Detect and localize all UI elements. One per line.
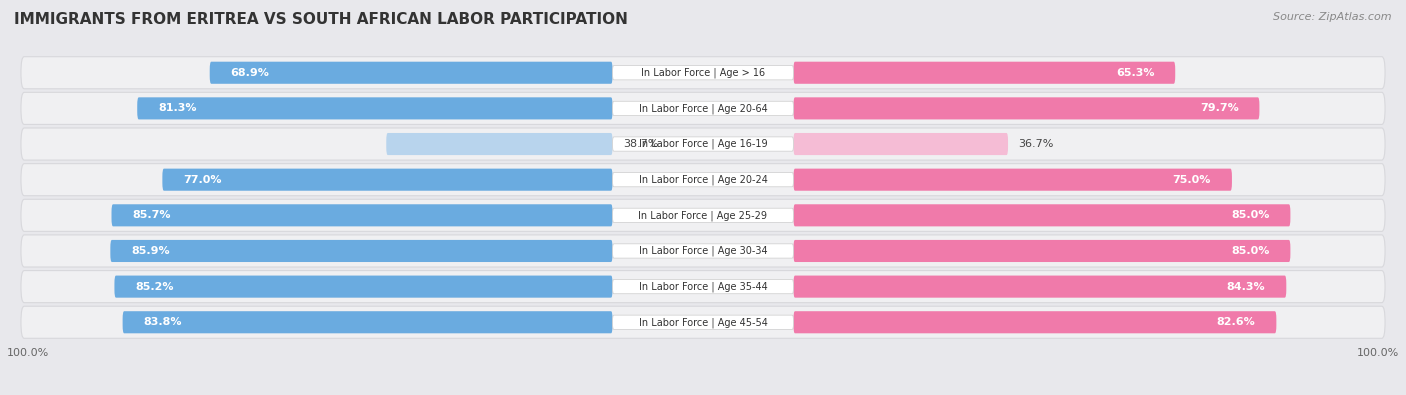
FancyBboxPatch shape (21, 57, 1385, 89)
Text: IMMIGRANTS FROM ERITREA VS SOUTH AFRICAN LABOR PARTICIPATION: IMMIGRANTS FROM ERITREA VS SOUTH AFRICAN… (14, 12, 628, 27)
FancyBboxPatch shape (793, 240, 1291, 262)
FancyBboxPatch shape (613, 208, 793, 222)
Text: In Labor Force | Age 20-24: In Labor Force | Age 20-24 (638, 175, 768, 185)
FancyBboxPatch shape (613, 101, 793, 115)
Text: 36.7%: 36.7% (1018, 139, 1054, 149)
Text: In Labor Force | Age 30-34: In Labor Force | Age 30-34 (638, 246, 768, 256)
FancyBboxPatch shape (613, 280, 793, 294)
Text: 84.3%: 84.3% (1227, 282, 1265, 292)
FancyBboxPatch shape (122, 311, 613, 333)
FancyBboxPatch shape (793, 97, 1260, 119)
Text: 75.0%: 75.0% (1173, 175, 1211, 185)
Text: In Labor Force | Age 20-64: In Labor Force | Age 20-64 (638, 103, 768, 114)
FancyBboxPatch shape (21, 128, 1385, 160)
Text: 68.9%: 68.9% (231, 68, 270, 78)
FancyBboxPatch shape (793, 204, 1291, 226)
Text: 79.7%: 79.7% (1199, 103, 1239, 113)
Text: 100.0%: 100.0% (1357, 348, 1399, 358)
FancyBboxPatch shape (613, 315, 793, 329)
FancyBboxPatch shape (162, 169, 613, 191)
FancyBboxPatch shape (21, 199, 1385, 231)
Text: 85.2%: 85.2% (135, 282, 174, 292)
FancyBboxPatch shape (793, 62, 1175, 84)
FancyBboxPatch shape (793, 169, 1232, 191)
FancyBboxPatch shape (613, 66, 793, 80)
Text: In Labor Force | Age 16-19: In Labor Force | Age 16-19 (638, 139, 768, 149)
FancyBboxPatch shape (613, 244, 793, 258)
Text: 82.6%: 82.6% (1216, 317, 1256, 327)
FancyBboxPatch shape (138, 97, 613, 119)
FancyBboxPatch shape (209, 62, 613, 84)
FancyBboxPatch shape (793, 133, 1008, 155)
Text: 85.0%: 85.0% (1232, 246, 1270, 256)
Text: 81.3%: 81.3% (157, 103, 197, 113)
FancyBboxPatch shape (21, 92, 1385, 124)
Text: 83.8%: 83.8% (143, 317, 181, 327)
Text: 100.0%: 100.0% (7, 348, 49, 358)
Text: In Labor Force | Age 35-44: In Labor Force | Age 35-44 (638, 281, 768, 292)
FancyBboxPatch shape (387, 133, 613, 155)
Text: 85.7%: 85.7% (132, 210, 172, 220)
FancyBboxPatch shape (793, 276, 1286, 298)
FancyBboxPatch shape (21, 271, 1385, 303)
FancyBboxPatch shape (111, 204, 613, 226)
FancyBboxPatch shape (110, 240, 613, 262)
Text: 77.0%: 77.0% (183, 175, 222, 185)
Text: 65.3%: 65.3% (1116, 68, 1154, 78)
FancyBboxPatch shape (613, 173, 793, 187)
Text: 85.9%: 85.9% (131, 246, 170, 256)
Text: 38.7%: 38.7% (623, 139, 658, 149)
FancyBboxPatch shape (114, 276, 613, 298)
FancyBboxPatch shape (21, 235, 1385, 267)
Text: In Labor Force | Age > 16: In Labor Force | Age > 16 (641, 68, 765, 78)
FancyBboxPatch shape (21, 306, 1385, 338)
Text: In Labor Force | Age 25-29: In Labor Force | Age 25-29 (638, 210, 768, 220)
Text: In Labor Force | Age 45-54: In Labor Force | Age 45-54 (638, 317, 768, 327)
FancyBboxPatch shape (793, 311, 1277, 333)
Text: 85.0%: 85.0% (1232, 210, 1270, 220)
Text: Source: ZipAtlas.com: Source: ZipAtlas.com (1274, 12, 1392, 22)
FancyBboxPatch shape (21, 164, 1385, 196)
FancyBboxPatch shape (613, 137, 793, 151)
